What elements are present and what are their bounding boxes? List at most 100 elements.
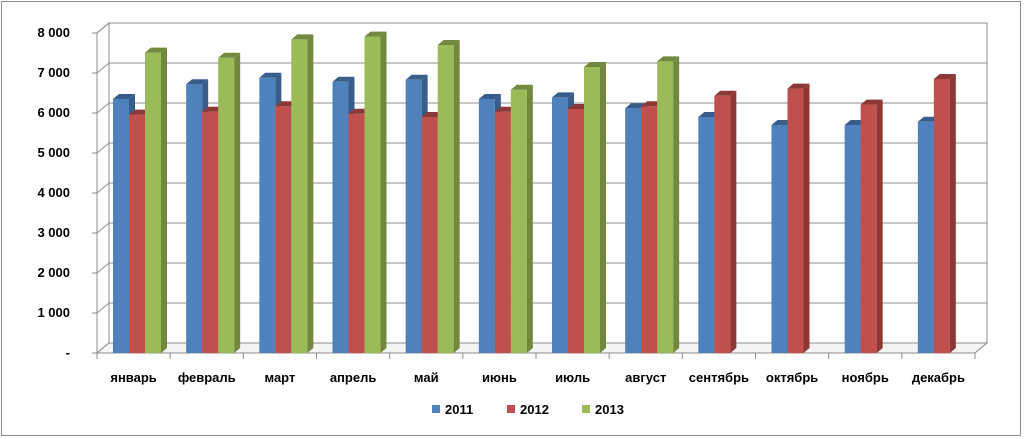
legend-item: 2013 (582, 402, 624, 417)
bar-top (584, 62, 606, 67)
gridline (96, 222, 987, 234)
bar-front (259, 77, 276, 354)
y-tick-label: 2 000 (37, 265, 70, 280)
bar (364, 31, 387, 353)
bar-front (657, 61, 674, 354)
bar-side (307, 34, 314, 354)
legend-label: 2013 (595, 402, 624, 417)
bar-front (494, 111, 511, 353)
bars (113, 31, 956, 354)
bar (584, 62, 606, 353)
bar (218, 52, 241, 354)
bar-front (933, 79, 950, 353)
x-tick-label: октябрь (766, 370, 818, 385)
bar (291, 34, 314, 354)
bar-side (161, 47, 167, 353)
x-tick-label: март (265, 370, 296, 385)
bar-front (437, 45, 454, 353)
bar-top (332, 76, 355, 82)
y-tick-label: 1 000 (37, 305, 70, 320)
bar-top (510, 84, 533, 90)
bar-top (218, 52, 241, 58)
bar-top (113, 94, 135, 99)
gridline (96, 262, 987, 274)
bar (714, 90, 737, 354)
bar-front (584, 67, 600, 353)
bar-top (405, 74, 428, 80)
bar-top (933, 74, 956, 79)
gridline (96, 102, 987, 114)
bar-top (437, 40, 460, 45)
gridlines (96, 21, 988, 355)
bar (787, 83, 810, 353)
bar-top (714, 90, 737, 96)
bar-side (803, 83, 810, 353)
bar-side (949, 74, 956, 353)
legend-item: 2012 (507, 402, 549, 417)
bar-top (787, 83, 810, 89)
gridline (96, 182, 987, 194)
gridline (96, 62, 987, 74)
x-tick-label: сентябрь (689, 370, 749, 385)
gridline (96, 302, 987, 314)
bar-top (657, 56, 680, 62)
y-tick-label: 6 000 (37, 105, 70, 120)
y-tick-label: - (66, 345, 70, 360)
bar-front (510, 89, 527, 354)
legend-label: 2011 (445, 402, 473, 417)
bar-side (730, 90, 737, 354)
gridline (96, 142, 987, 154)
bar-front (917, 121, 934, 353)
bar-front (787, 88, 804, 353)
bar-front (771, 125, 788, 353)
y-tick-label: 5 000 (37, 145, 70, 160)
x-tick-label: август (625, 370, 666, 385)
bar (860, 99, 883, 353)
bar-front (405, 79, 422, 354)
bar-front (714, 95, 731, 354)
bar-side (234, 52, 241, 354)
legend-item: 2011 (432, 402, 473, 417)
bar-front (202, 111, 219, 353)
legend-label: 2012 (520, 402, 549, 417)
bar-top (145, 47, 167, 53)
bar-front (129, 114, 145, 353)
bar-front (348, 113, 365, 353)
bar-front (552, 97, 568, 354)
bar-top (478, 94, 501, 99)
bar-top (552, 92, 574, 98)
gridline (96, 22, 987, 34)
x-tick-label: ноябрь (842, 370, 889, 385)
bar-front (145, 52, 161, 353)
bar-side (673, 56, 680, 354)
x-tick-label: июнь (482, 370, 517, 385)
bar-front (421, 117, 438, 353)
bar (510, 84, 533, 354)
bar-front (844, 125, 861, 353)
bar-side (876, 99, 883, 353)
bar-front (332, 81, 349, 354)
axes (92, 32, 989, 359)
bar-front (641, 106, 658, 353)
bar-top (860, 99, 883, 105)
x-tick-label: февраль (178, 370, 236, 385)
bar-top (259, 72, 282, 78)
bar-front (186, 84, 203, 353)
bar-front (860, 104, 877, 353)
bar-front (113, 99, 129, 353)
bar (145, 47, 167, 353)
bar-front (625, 108, 642, 353)
bar-front (275, 106, 292, 353)
x-axis-ticks: январь февраль март апрель май июнь июль август… (110, 370, 965, 385)
bar-front (364, 36, 381, 353)
bar (437, 40, 460, 353)
bar-side (453, 40, 460, 353)
legend-swatch (432, 405, 440, 413)
bar-front (218, 57, 235, 354)
bar-side (526, 84, 533, 354)
y-tick-label: 3 000 (37, 225, 70, 240)
x-tick-label: январь (110, 370, 156, 385)
bar-front (291, 39, 308, 354)
bar-front (568, 109, 584, 353)
